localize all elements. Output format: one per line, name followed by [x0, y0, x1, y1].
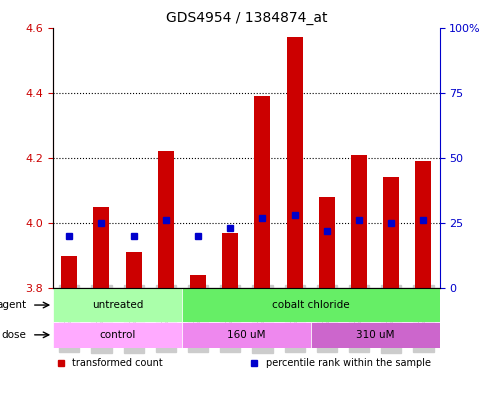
Bar — [255, 96, 270, 288]
Bar — [61, 256, 77, 288]
Text: control: control — [99, 330, 136, 340]
Text: 310 uM: 310 uM — [356, 330, 395, 340]
Bar — [190, 275, 206, 288]
Bar — [222, 233, 238, 288]
Bar — [383, 178, 399, 288]
Bar — [415, 161, 431, 288]
FancyBboxPatch shape — [311, 322, 440, 348]
Bar — [93, 207, 110, 288]
Bar — [319, 197, 335, 288]
Text: dose: dose — [1, 330, 26, 340]
Bar — [126, 252, 142, 288]
FancyBboxPatch shape — [53, 322, 182, 348]
FancyBboxPatch shape — [182, 288, 440, 322]
Text: transformed count: transformed count — [72, 358, 163, 368]
FancyBboxPatch shape — [53, 288, 182, 322]
Bar — [351, 154, 367, 288]
Text: cobalt chloride: cobalt chloride — [272, 300, 350, 310]
Text: agent: agent — [0, 300, 26, 310]
Text: untreated: untreated — [92, 300, 143, 310]
Text: percentile rank within the sample: percentile rank within the sample — [266, 358, 431, 368]
Bar — [158, 151, 174, 288]
Bar — [286, 37, 303, 288]
FancyBboxPatch shape — [182, 322, 311, 348]
Text: 160 uM: 160 uM — [227, 330, 266, 340]
Title: GDS4954 / 1384874_at: GDS4954 / 1384874_at — [166, 11, 327, 25]
